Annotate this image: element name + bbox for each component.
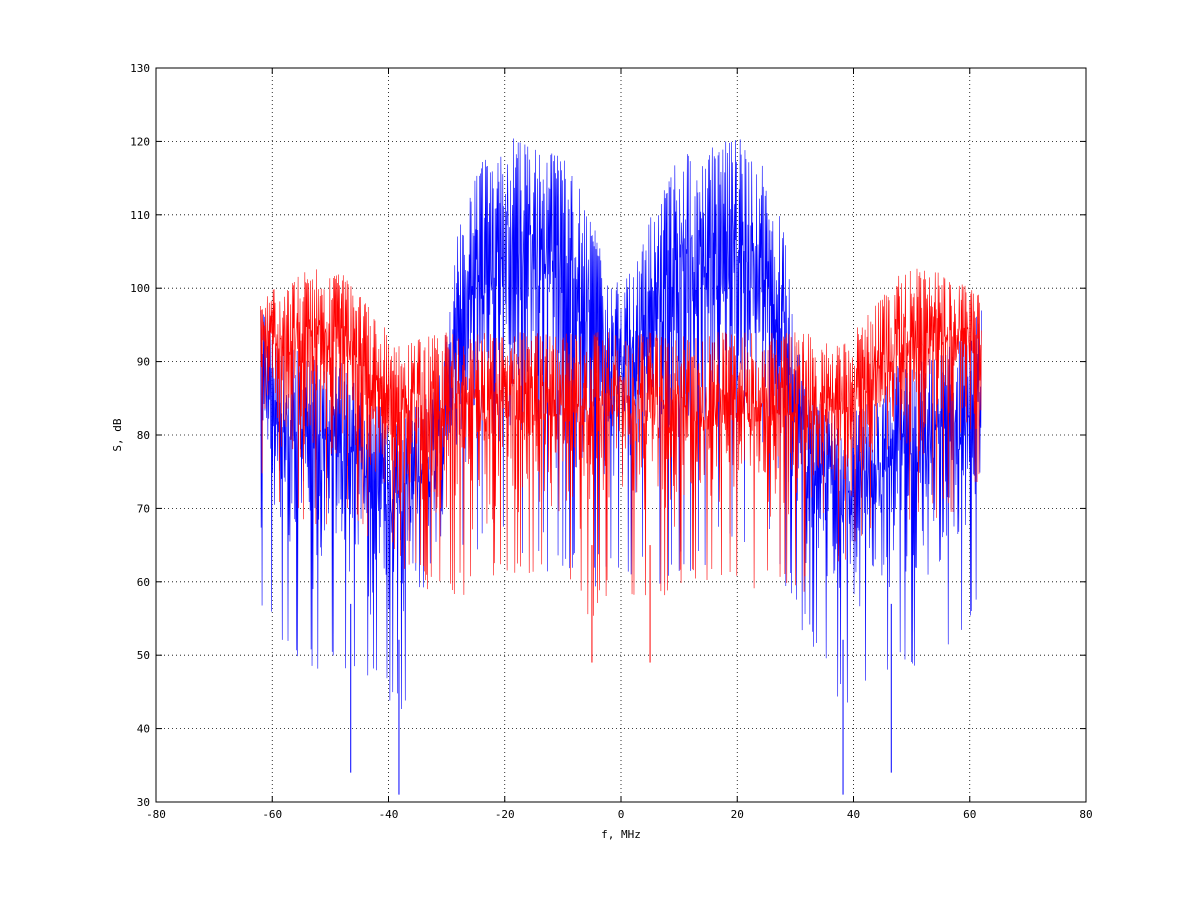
y-tick-label: 30 bbox=[137, 796, 150, 809]
y-tick-label: 130 bbox=[130, 62, 150, 75]
y-tick-label: 70 bbox=[137, 502, 150, 515]
y-tick-label: 40 bbox=[137, 723, 150, 736]
grid-layer bbox=[156, 68, 1086, 802]
x-axis-label: f, MHz bbox=[601, 828, 641, 841]
x-tick-label: -20 bbox=[495, 808, 515, 821]
series-1-line bbox=[260, 138, 982, 710]
x-tick-label: -60 bbox=[262, 808, 282, 821]
y-tick-label: 110 bbox=[130, 209, 150, 222]
x-tick-label: -40 bbox=[379, 808, 399, 821]
x-tick-label: 80 bbox=[1079, 808, 1092, 821]
y-tick-label: 120 bbox=[130, 135, 150, 148]
series-2-line bbox=[260, 268, 982, 616]
y-tick-label: 80 bbox=[137, 429, 150, 442]
x-tick-label: 20 bbox=[731, 808, 744, 821]
y-tick-label: 90 bbox=[137, 356, 150, 369]
y-tick-label: 60 bbox=[137, 576, 150, 589]
y-tick-label: 50 bbox=[137, 649, 150, 662]
x-tick-label: 0 bbox=[618, 808, 625, 821]
y-tick-label: 100 bbox=[130, 282, 150, 295]
x-tick-label: 40 bbox=[847, 808, 860, 821]
y-axis-label: S, dB bbox=[111, 418, 124, 451]
ticks-layer: -80 -60 -40 -20 0 20 40 60 80 30 40 50 60 70 80 90 100 11… bbox=[130, 62, 1093, 821]
x-tick-label: -80 bbox=[146, 808, 166, 821]
series-layer bbox=[260, 138, 982, 795]
x-tick-label: 60 bbox=[963, 808, 976, 821]
